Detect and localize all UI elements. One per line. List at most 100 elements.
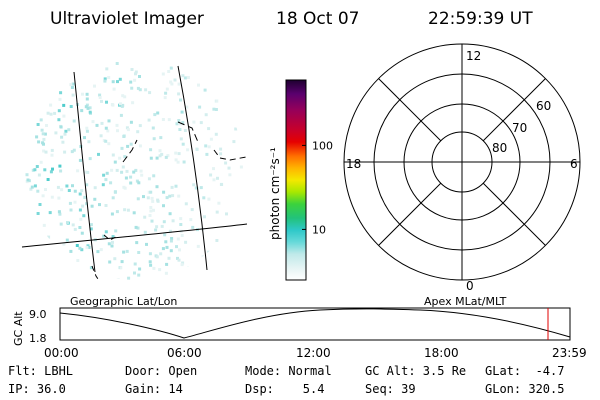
speckle-pixel — [156, 199, 160, 203]
speckle-pixel — [25, 173, 29, 177]
speckle-pixel — [195, 148, 199, 151]
speckle-pixel — [149, 263, 153, 267]
speckle-pixel — [178, 248, 181, 252]
speckle-pixel — [59, 125, 63, 129]
speckle-pixel — [184, 202, 188, 206]
speckle-pixel — [174, 158, 178, 162]
speckle-pixel — [140, 173, 144, 177]
speckle-pixel — [227, 166, 231, 170]
speckle-pixel — [180, 263, 184, 267]
speckle-pixel — [185, 105, 189, 109]
speckle-pixel — [166, 154, 170, 158]
speckle-pixel — [164, 155, 168, 159]
speckle-pixel — [111, 196, 115, 200]
speckle-pixel — [93, 197, 97, 201]
filter-value: Flt: LBHL — [8, 364, 73, 378]
speckle-pixel — [80, 109, 84, 113]
speckle-pixel — [153, 113, 157, 117]
speckle-pixel — [177, 82, 181, 86]
time-tick: 06:00 — [167, 346, 202, 360]
speckle-pixel — [49, 112, 53, 116]
speckle-pixel — [137, 181, 141, 185]
speckle-pixel — [60, 188, 64, 192]
speckle-pixel — [194, 186, 198, 190]
speckle-pixel — [134, 70, 138, 74]
speckle-pixel — [161, 118, 165, 121]
speckle-pixel — [179, 98, 182, 102]
mlt-label-midnight: 0 — [466, 279, 474, 293]
speckle-pixel — [25, 180, 29, 184]
speckle-pixel — [45, 124, 48, 127]
speckle-pixel — [36, 212, 40, 215]
speckle-pixel — [120, 170, 124, 174]
speckle-pixel — [232, 140, 236, 144]
speckle-pixel — [42, 137, 46, 141]
gain-value: Gain: 14 — [125, 382, 183, 396]
latitude-line — [21, 223, 248, 248]
speckle-pixel — [139, 169, 143, 173]
speckle-pixel — [54, 131, 58, 135]
speckle-pixel — [135, 241, 139, 245]
speckle-pixel — [126, 208, 130, 212]
speckle-pixel — [127, 276, 131, 280]
speckle-pixel — [147, 177, 151, 181]
time-tick: 12:00 — [296, 346, 331, 360]
speckle-pixel — [138, 267, 142, 271]
speckle-pixel — [69, 208, 73, 212]
speckle-pixel — [212, 107, 216, 111]
speckle-pixel — [123, 208, 127, 212]
altitude-tick-high: 9.0 — [29, 308, 47, 321]
speckle-pixel — [198, 105, 202, 109]
speckle-pixel — [161, 247, 165, 251]
speckle-pixel — [183, 129, 187, 132]
coastline-segment — [103, 234, 119, 241]
speckle-pixel — [35, 165, 39, 168]
speckle-pixel — [62, 114, 66, 118]
speckle-pixel — [88, 157, 92, 161]
speckle-pixel — [122, 134, 126, 138]
speckle-pixel — [162, 220, 166, 224]
speckle-pixel — [219, 183, 223, 186]
speckle-pixel — [104, 204, 108, 207]
speckle-pixel — [129, 175, 133, 179]
speckle-pixel — [136, 130, 140, 134]
speckle-pixel — [111, 235, 115, 239]
speckle-pixel — [73, 189, 77, 193]
speckle-pixel — [70, 86, 74, 89]
speckle-pixel — [57, 109, 61, 113]
mlt-label-dawn: 6 — [570, 157, 578, 171]
speckle-pixel — [91, 120, 95, 124]
speckle-pixel — [76, 169, 80, 173]
speckle-pixel — [146, 196, 150, 200]
speckle-pixel — [100, 121, 104, 125]
speckle-pixel — [59, 169, 63, 173]
speckle-pixel — [46, 178, 50, 181]
speckle-pixel — [99, 248, 103, 252]
speckle-pixel — [82, 214, 86, 218]
speckle-pixel — [152, 266, 156, 270]
speckle-pixel — [197, 83, 200, 87]
speckle-pixel — [171, 219, 175, 223]
speckle-pixel — [199, 186, 203, 190]
speckle-pixel — [186, 148, 190, 152]
speckle-pixel — [101, 183, 105, 187]
speckle-pixel — [85, 92, 89, 96]
speckle-pixel — [104, 126, 108, 130]
speckle-pixel — [111, 240, 114, 244]
instrument-title: Ultraviolet Imager — [50, 9, 204, 29]
speckle-pixel — [59, 91, 63, 95]
speckle-pixel — [70, 150, 74, 154]
speckle-pixel — [30, 185, 34, 189]
instrument-status: Flt: LBHL IP: 36.0 Door: Open Gain: 14 M… — [8, 364, 564, 396]
speckle-pixel — [89, 223, 93, 227]
speckle-pixel — [59, 222, 63, 226]
speckle-pixel — [116, 80, 119, 84]
speckle-pixel — [180, 234, 184, 237]
speckle-pixel — [181, 261, 185, 265]
speckle-pixel — [58, 212, 62, 216]
speckle-pixel — [164, 91, 168, 95]
speckle-pixel — [176, 160, 180, 164]
speckle-pixel — [111, 80, 115, 84]
speckle-pixel — [181, 142, 185, 146]
time-tick: 00:00 — [44, 346, 79, 360]
